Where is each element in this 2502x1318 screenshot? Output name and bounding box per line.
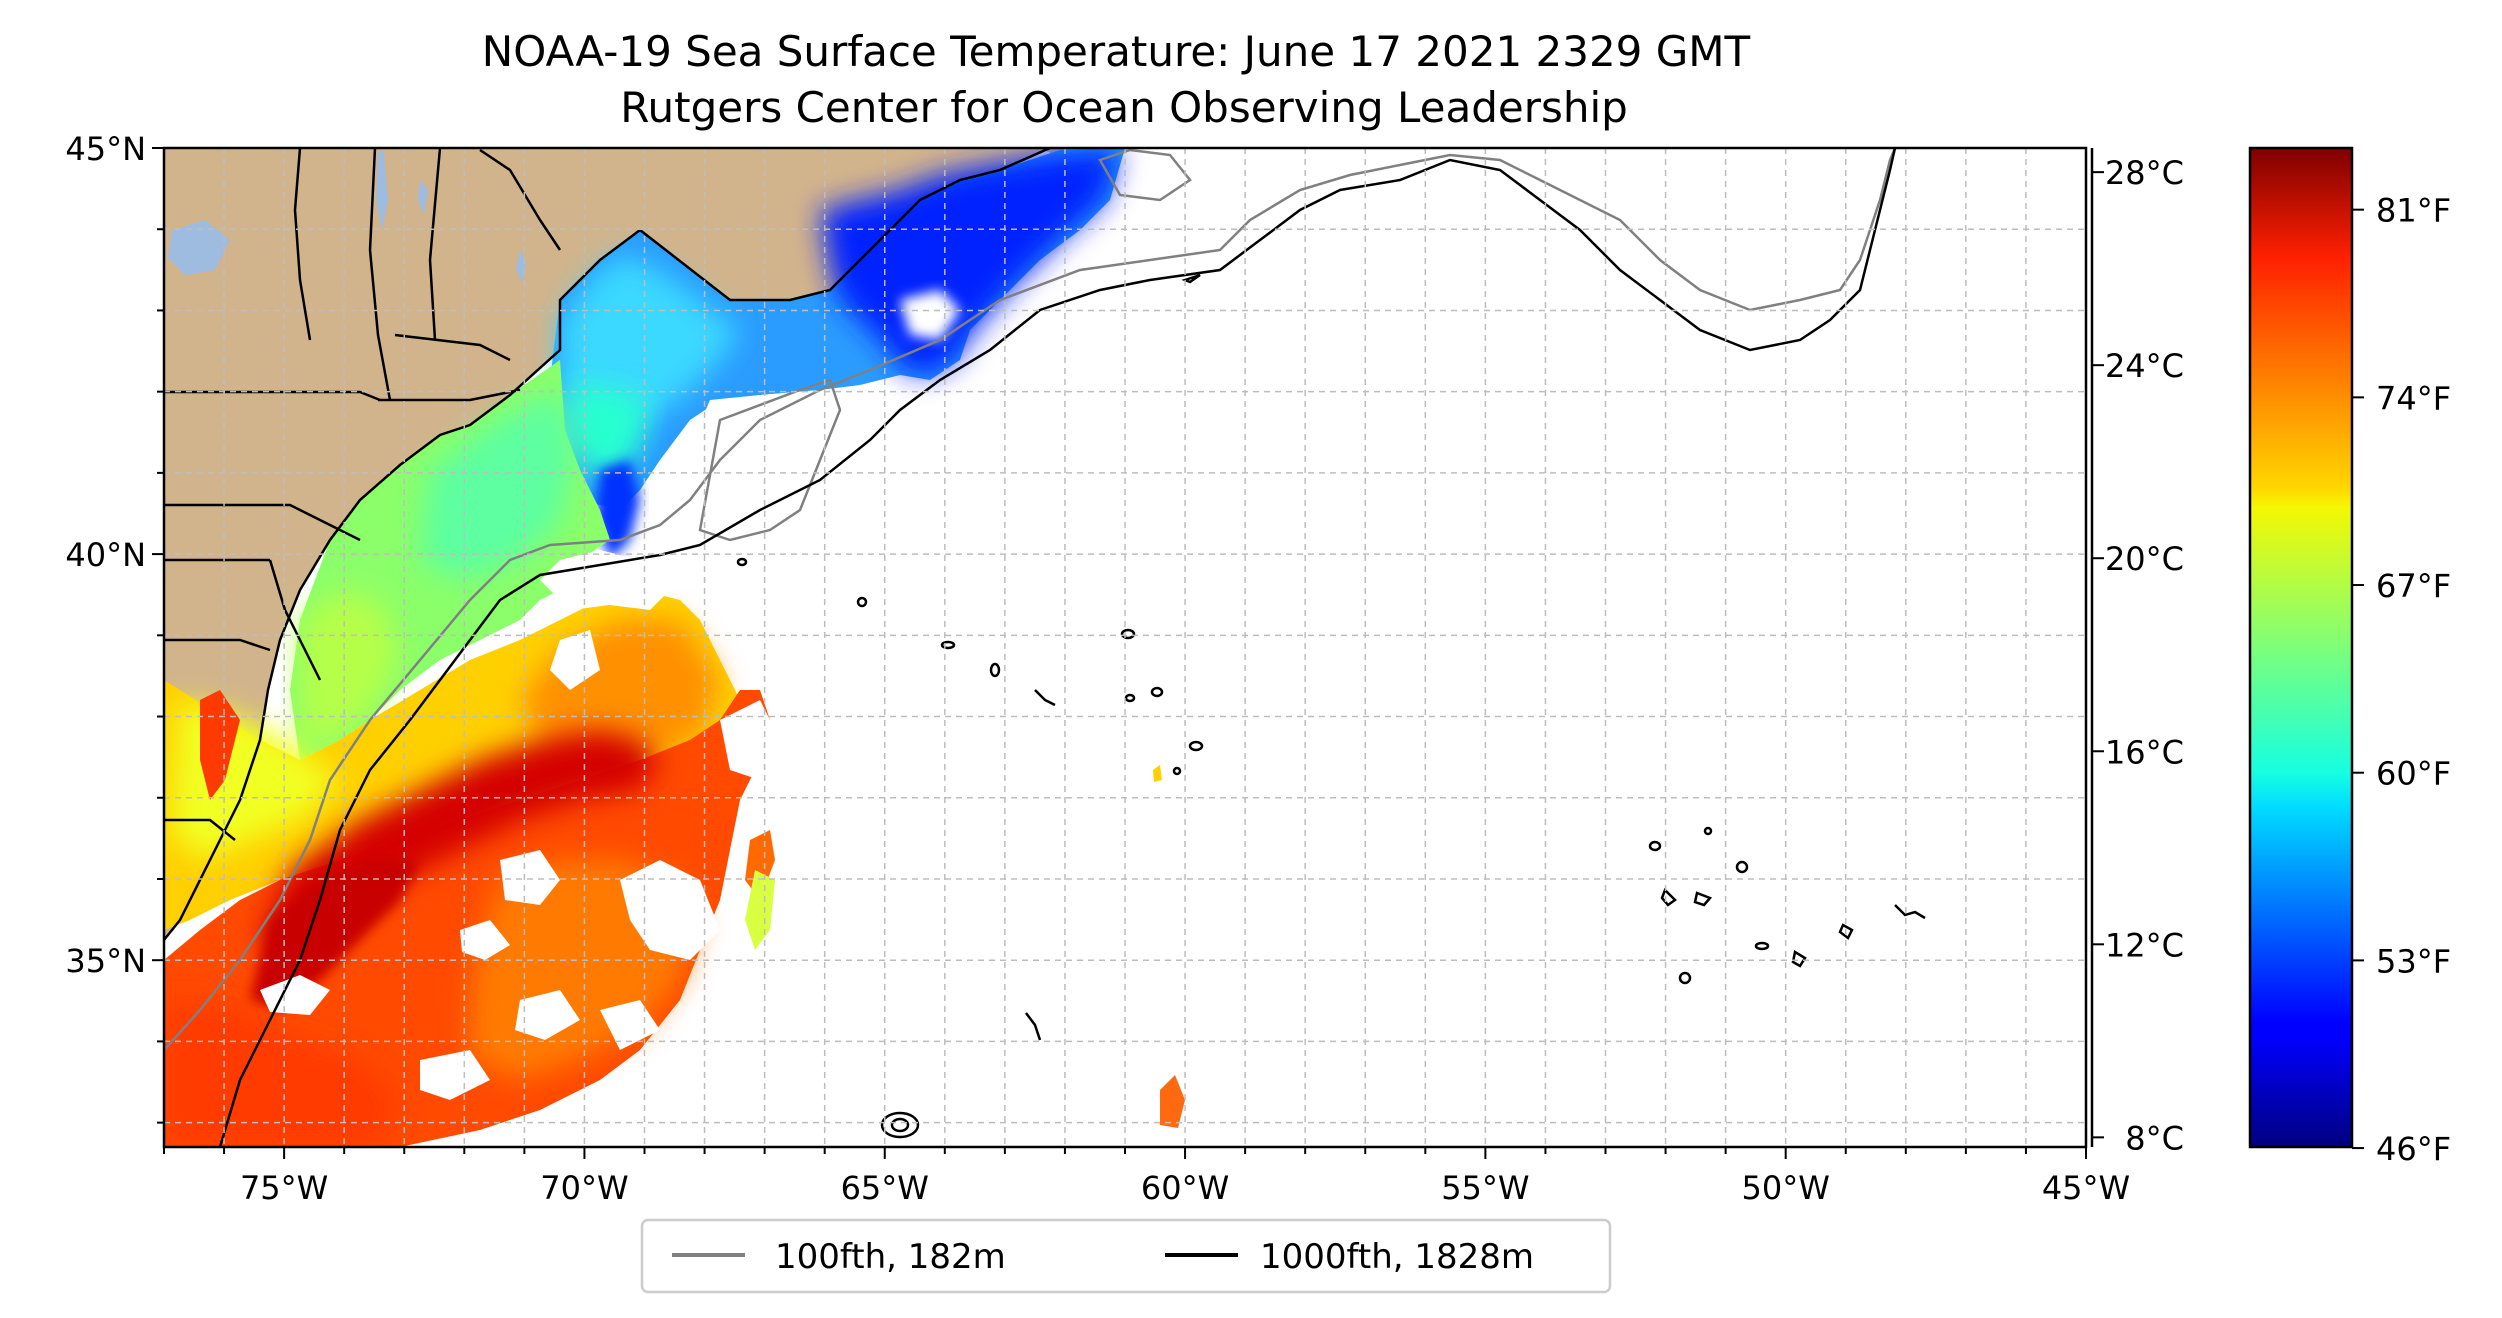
fahrenheit-tick-label: 81°F (2376, 192, 2451, 230)
lon-tick-label: 65°W (841, 1169, 929, 1207)
celsius-tick-label: 28°C (2105, 154, 2184, 192)
colorbar-fahrenheit-axis: 81°F 74°F 67°F 60°F 53°F 46°F (2352, 192, 2451, 1168)
lon-axis: 75°W 70°W 65°W 60°W 55°W 50°W 45°W (163, 1147, 2130, 1207)
legend-label-100fth: 100fth, 182m (775, 1237, 1006, 1277)
celsius-tick-label: 20°C (2105, 540, 2184, 578)
state-borders (164, 148, 562, 841)
colorbar-celsius-axis: 28°C 24°C 20°C 16°C 12°C 8°C (2090, 148, 2184, 1157)
lat-tick-label: 45°N (65, 130, 146, 168)
fahrenheit-tick-label: 46°F (2376, 1130, 2451, 1168)
lat-tick-label: 40°N (65, 536, 146, 574)
figure-subtitle: Rutgers Center for Ocean Observing Leade… (620, 83, 1628, 132)
lon-tick-label: 50°W (1742, 1169, 1830, 1207)
coastline (164, 148, 1051, 941)
celsius-tick-label: 16°C (2105, 733, 2184, 771)
land-area (164, 148, 1050, 940)
celsius-tick-label: 24°C (2105, 347, 2184, 385)
lake-feature (376, 152, 388, 230)
lon-tick-label: 75°W (240, 1169, 328, 1207)
lon-tick-label: 45°W (2042, 1169, 2130, 1207)
lon-tick-label: 60°W (1141, 1169, 1229, 1207)
lat-tick-label: 35°N (65, 942, 146, 980)
map-gridlines (163, 147, 2087, 1147)
fahrenheit-tick-label: 53°F (2376, 942, 2451, 980)
fahrenheit-tick-label: 60°F (2376, 755, 2451, 793)
figure-title: NOAA-19 Sea Surface Temperature: June 17… (482, 27, 1751, 76)
lat-axis: 35°N 40°N 45°N (65, 130, 164, 1124)
isobath-100fth (164, 148, 1897, 1051)
celsius-tick-label: 8°C (2125, 1119, 2184, 1157)
lon-tick-label: 55°W (1441, 1169, 1529, 1207)
legend-box (640, 1218, 1612, 1294)
legend-label-1000fth: 1000fth, 1828m (1260, 1237, 1534, 1277)
colorbar: 28°C 24°C 20°C 16°C 12°C 8°C 81°F 74°F 67°F 60°F… (2090, 146, 2451, 1168)
celsius-tick-label: 12°C (2105, 926, 2184, 964)
fahrenheit-tick-label: 67°F (2376, 567, 2451, 605)
fahrenheit-tick-label: 74°F (2376, 379, 2451, 417)
colorbar-gradient (2248, 146, 2354, 1149)
lon-tick-label: 70°W (540, 1169, 628, 1207)
legend: 100fth, 182m 1000fth, 1828m (640, 1218, 1612, 1294)
seamounts (736, 273, 1926, 1139)
isobath-1000fth (218, 148, 1897, 1147)
